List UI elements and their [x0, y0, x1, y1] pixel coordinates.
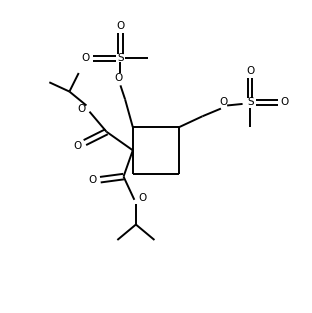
Text: O: O — [89, 175, 97, 185]
Text: O: O — [115, 73, 123, 83]
Text: O: O — [78, 104, 86, 114]
Text: O: O — [219, 97, 227, 107]
Text: S: S — [247, 97, 254, 107]
Text: S: S — [117, 54, 124, 64]
Text: O: O — [82, 54, 90, 64]
Text: O: O — [246, 66, 255, 76]
Text: O: O — [138, 193, 146, 203]
Text: O: O — [280, 97, 289, 107]
Text: O: O — [116, 21, 124, 31]
Text: O: O — [73, 141, 81, 151]
